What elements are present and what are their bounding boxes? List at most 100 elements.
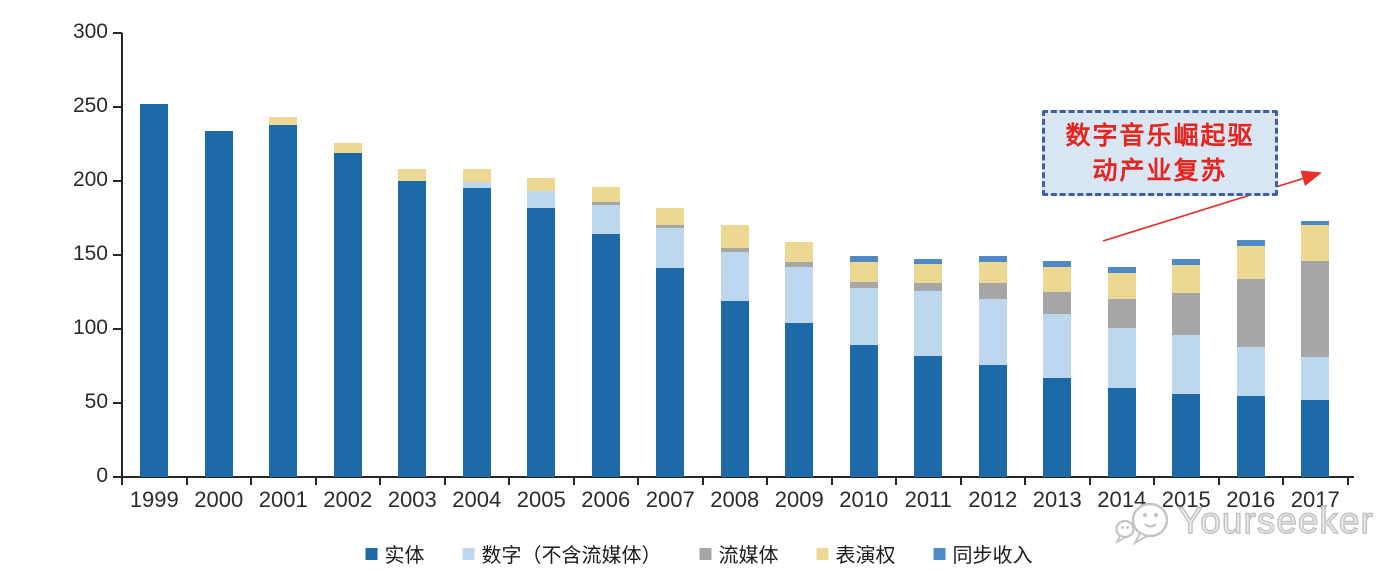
bar-2012-segment-performance-rights <box>978 262 1007 284</box>
annotation-text-line1: 数字音乐崛起驱 <box>1065 121 1255 150</box>
x-axis-label-2005: 2005 <box>516 487 566 512</box>
bar-2002-segment-physical <box>333 152 362 477</box>
y-axis-tick-300 <box>113 32 122 34</box>
bar-2017-segment-physical <box>1301 400 1330 477</box>
x-axis-label-2011: 2011 <box>904 487 952 512</box>
bar-2003-segment-physical <box>398 181 427 477</box>
bar-2012-segment-sync-revenue <box>978 256 1007 263</box>
bar-2013-segment-performance-rights <box>1043 266 1072 292</box>
annotation-callout: 数字音乐崛起驱 动产业复苏 <box>1042 110 1278 196</box>
x-axis-tick-9 <box>701 478 704 485</box>
x-axis-label-2003: 2003 <box>387 487 437 512</box>
bar-2007-segment-physical <box>656 268 685 477</box>
x-axis-tick-10 <box>766 478 768 485</box>
legend-swatch-streaming <box>699 547 712 560</box>
bar-2006-segment-physical <box>591 234 620 477</box>
bar-2015-segment-sync-revenue <box>1172 259 1201 266</box>
y-axis-label-150: 150 <box>72 242 108 265</box>
x-axis-label-2007: 2007 <box>645 487 695 512</box>
bar-1999-segment-physical <box>140 104 169 477</box>
x-axis-label-2013: 2013 <box>1032 487 1082 512</box>
bar-2016-segment-performance-rights <box>1236 246 1265 279</box>
bar-2016-segment-digital-ex-streaming <box>1236 346 1265 396</box>
bar-2005-segment-performance-rights <box>527 178 556 192</box>
x-axis-tick-11 <box>830 478 833 485</box>
x-axis-tick-17 <box>1217 478 1220 485</box>
legend-label-physical: 实体 <box>384 543 425 567</box>
bar-2013-segment-physical <box>1043 377 1072 477</box>
bar-2008-segment-digital-ex-streaming <box>720 252 749 301</box>
watermark: Yourseeker <box>1114 496 1374 546</box>
legend: 实体 数字（不含流媒体） 流媒体 表演权 同步收入 <box>365 539 1033 568</box>
legend-label-digital-ex-streaming: 数字（不含流媒体） <box>481 543 662 567</box>
bar-2011-segment-sync-revenue <box>914 259 943 264</box>
y-axis-tick-100 <box>113 328 122 330</box>
annotation-text-line2: 动产业复苏 <box>1092 156 1228 185</box>
x-axis-tick-3 <box>314 478 317 485</box>
x-axis-tick-7 <box>572 478 575 485</box>
x-axis-tick-19 <box>1346 478 1349 485</box>
bar-2013-segment-sync-revenue <box>1043 260 1072 267</box>
bar-2012-segment-physical <box>978 364 1007 477</box>
bar-2017-segment-digital-ex-streaming <box>1301 357 1330 401</box>
bar-2008-segment-physical <box>720 300 749 477</box>
x-axis-label-2015: 2015 <box>1161 487 1211 512</box>
bar-2010-segment-sync-revenue <box>849 256 878 263</box>
x-axis-tick-2 <box>250 478 252 485</box>
bar-2001-segment-physical <box>269 124 298 477</box>
bar-2014-segment-performance-rights <box>1107 272 1136 300</box>
x-axis-tick-4 <box>379 478 381 485</box>
bar-2014-segment-digital-ex-streaming <box>1107 327 1136 389</box>
x-axis-tick-1 <box>185 478 188 485</box>
bar-2008-segment-performance-rights <box>720 225 749 248</box>
bar-2001-segment-performance-rights <box>269 117 298 125</box>
bar-2010-segment-performance-rights <box>849 262 878 282</box>
bar-2009-segment-physical <box>785 323 814 477</box>
bar-2007-segment-streaming <box>656 225 685 229</box>
bar-2000-segment-physical <box>204 130 233 477</box>
bar-2015-segment-performance-rights <box>1172 265 1201 294</box>
x-axis-tick-5 <box>443 478 446 485</box>
y-axis-tick-200 <box>113 180 122 182</box>
bar-2002-segment-performance-rights <box>333 142 362 153</box>
y-axis-label-250: 250 <box>72 94 108 117</box>
bar-2011-segment-digital-ex-streaming <box>914 290 943 356</box>
x-axis-label-2012: 2012 <box>968 487 1018 512</box>
bar-2007-segment-digital-ex-streaming <box>656 228 685 269</box>
legend-swatch-sync-revenue <box>933 547 946 560</box>
bar-2010-segment-digital-ex-streaming <box>849 287 878 346</box>
legend-item-physical: 实体 <box>365 539 425 568</box>
x-axis-tick-18 <box>1282 478 1284 485</box>
x-axis-tick-12 <box>895 478 897 485</box>
x-axis-label-2004: 2004 <box>452 487 502 512</box>
bar-2003-segment-performance-rights <box>398 169 427 181</box>
x-axis-label-2017: 2017 <box>1290 487 1340 512</box>
bar-2017-segment-streaming <box>1301 260 1330 358</box>
legend-item-sync-revenue: 同步收入 <box>933 539 1033 568</box>
bar-2017-segment-sync-revenue <box>1301 220 1330 226</box>
legend-label-sync-revenue: 同步收入 <box>952 543 1033 567</box>
x-axis-line <box>114 476 1354 478</box>
legend-swatch-digital-ex-streaming <box>462 547 475 560</box>
bar-2012-segment-streaming <box>978 283 1007 300</box>
x-axis-label-2006: 2006 <box>581 487 631 512</box>
legend-item-streaming: 流媒体 <box>699 539 779 568</box>
watermark-text: Yourseeker <box>1177 499 1374 541</box>
legend-label-performance-rights: 表演权 <box>835 543 896 567</box>
x-axis-label-2001: 2001 <box>258 487 308 512</box>
x-axis-tick-8 <box>637 478 639 485</box>
legend-item-performance-rights: 表演权 <box>816 539 896 568</box>
bar-2009-segment-performance-rights <box>785 241 814 263</box>
bar-2004-segment-digital-ex-streaming <box>462 182 491 189</box>
bar-2016-segment-physical <box>1236 395 1265 477</box>
bar-2010-segment-streaming <box>849 281 878 288</box>
bar-2009-segment-digital-ex-streaming <box>785 266 814 324</box>
bar-2010-segment-physical <box>849 345 878 477</box>
bar-2015-segment-streaming <box>1172 293 1201 335</box>
x-axis-label-2002: 2002 <box>323 487 373 512</box>
y-axis-tick-150 <box>113 254 122 256</box>
x-axis-label-1999: 1999 <box>129 487 179 512</box>
x-axis-tick-13 <box>959 478 962 485</box>
bar-2004-segment-performance-rights <box>462 169 491 183</box>
